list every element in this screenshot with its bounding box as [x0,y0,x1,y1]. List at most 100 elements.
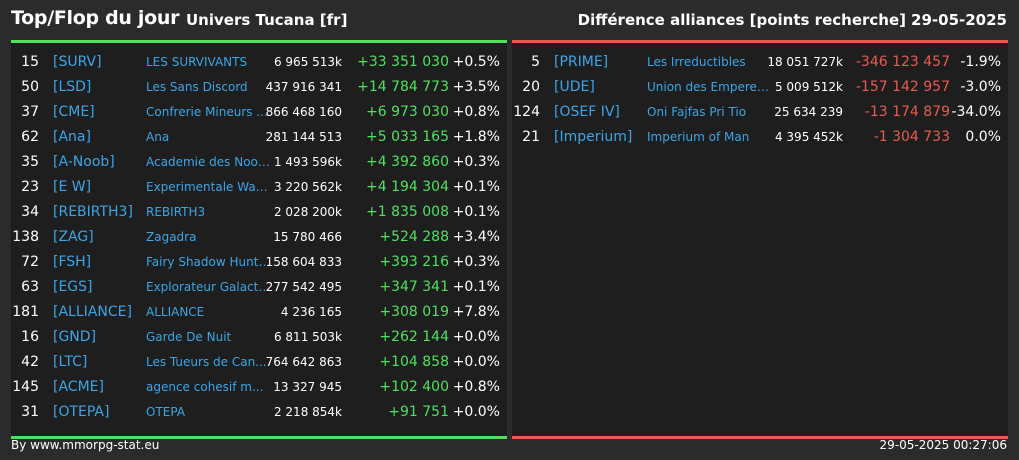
alliance-name-link[interactable]: LES SURVIVANTS [146,55,248,69]
diff-cell: -1 304 733 [873,129,950,145]
alliance-name-link[interactable]: ALLIANCE [146,305,205,319]
percent-cell: +0.0% [452,354,500,370]
alliance-name-link[interactable]: Les Sans Discord [146,80,248,94]
diff-cell: -13 174 879 [864,104,950,120]
universe-label: Univers Tucana [fr] [186,11,348,29]
alliance-tag-link[interactable]: [UDE] [554,79,595,95]
rank-cell: 62 [21,129,39,145]
diff-cell: -346 123 457 [855,54,950,70]
percent-cell: +0.8% [452,379,500,395]
alliance-tag-link[interactable]: [Ana] [53,129,91,145]
alliance-tag-link[interactable]: [Imperium] [554,129,633,145]
diff-cell: -157 142 957 [855,79,950,95]
diff-cell: +102 400 [379,379,449,395]
alliance-tag-link[interactable]: [FSH] [53,254,92,270]
alliance-tag-link[interactable]: [A-Noob] [53,154,115,170]
diff-cell: +262 144 [379,329,449,345]
top-row: 50 [LSD] Les Sans Discord 437 916 341 +14 78… [11,75,507,100]
diff-cell: +308 019 [379,304,449,320]
alliance-tag-link[interactable]: [ZAG] [53,229,94,245]
points-cell: 866 468 160 [265,105,342,119]
diff-cell: +393 216 [379,254,449,270]
diff-cell: +104 858 [379,354,449,370]
alliance-tag-link[interactable]: [OSEF IV] [554,104,620,120]
alliance-name-link[interactable]: Explorateur Galacti... [146,280,272,294]
percent-cell: +1.8% [452,129,500,145]
alliance-name-link[interactable]: Les Tueurs de Can... [146,355,267,369]
alliance-tag-link[interactable]: [SURV] [53,54,102,70]
rank-cell: 21 [522,129,540,145]
rank-cell: 63 [21,279,39,295]
top-row: 138 [ZAG] Zagadra 15 780 466 +524 288 +3.4% [11,225,507,250]
alliance-name-link[interactable]: Oni Fajfas Pri Tio [647,105,747,119]
top-row: 15 [SURV] LES SURVIVANTS 6 965 513k +33 351 … [11,50,507,75]
percent-cell: 0.0% [965,129,1001,145]
alliance-tag-link[interactable]: [CME] [53,104,95,120]
alliance-tag-link[interactable]: [ALLIANCE] [53,304,132,320]
flop-row: 5 [PRIME] Les Irreductibles 18 051 727k -346… [512,50,1008,75]
top-row: 145 [ACME] agence cohesif m... 13 327 945 +1… [11,375,507,400]
diff-cell: +4 392 860 [366,154,449,170]
points-cell: 277 542 495 [265,280,342,294]
top-row: 31 [OTEPA] OTEPA 2 218 854k +91 751 +0.0% [11,400,507,425]
points-cell: 13 327 945 [273,380,342,394]
points-cell: 5 009 512k [774,80,843,94]
rank-cell: 50 [21,79,39,95]
alliance-name-link[interactable]: Union des Empereur... [647,80,773,94]
points-cell: 281 144 513 [265,130,342,144]
rank-cell: 35 [21,154,39,170]
alliance-tag-link[interactable]: [REBIRTH3] [53,204,133,220]
alliance-name-link[interactable]: agence cohesif m... [146,380,264,394]
points-cell: 18 051 727k [767,55,843,69]
alliance-tag-link[interactable]: [EGS] [53,279,93,295]
alliance-name-link[interactable]: REBIRTH3 [146,205,206,219]
category-label: Différence alliances [points recherche] [577,11,906,29]
percent-cell: +0.1% [452,179,500,195]
diff-cell: +4 194 304 [366,179,449,195]
percent-cell: -3.0% [960,79,1001,95]
alliance-tag-link[interactable]: [E W] [53,179,92,195]
points-cell: 4 236 165 [280,305,342,319]
alliance-tag-link[interactable]: [OTEPA] [53,404,110,420]
rank-cell: 138 [12,229,39,245]
percent-cell: -34.0% [951,104,1001,120]
alliance-name-link[interactable]: Garde De Nuit [146,330,232,344]
diff-cell: +347 341 [379,279,449,295]
alliance-name-link[interactable]: Academie des Noob... [146,155,272,169]
top-row: 34 [REBIRTH3] REBIRTH3 2 028 200k +1 835 008… [11,200,507,225]
alliance-tag-link[interactable]: [GND] [53,329,97,345]
alliance-tag-link[interactable]: [LSD] [53,79,92,95]
percent-cell: +3.5% [452,79,500,95]
footer-source[interactable]: By www.mmorpg-stat.eu [11,438,160,452]
diff-cell: +91 751 [388,404,449,420]
diff-cell: +14 784 773 [357,79,449,95]
header: Top/Flop du jour Univers Tucana [fr] Dif… [0,0,1019,40]
alliance-name-link[interactable]: Confrerie Mineurs ... [146,105,268,119]
diff-cell: +524 288 [379,229,449,245]
alliance-name-link[interactable]: Les Irreductibles [647,55,746,69]
rank-cell: 23 [21,179,39,195]
alliance-tag-link[interactable]: [PRIME] [554,54,609,70]
alliance-name-link[interactable]: Ana [146,130,170,144]
alliance-name-link[interactable]: Experimentale Wav... [146,180,272,194]
points-cell: 6 965 513k [273,55,342,69]
top-row: 23 [E W] Experimentale Wav... 3 220 562k +4 … [11,175,507,200]
percent-cell: +0.8% [452,104,500,120]
points-cell: 4 395 452k [774,130,843,144]
alliance-name-link[interactable]: OTEPA [146,405,186,419]
diff-cell: +1 835 008 [366,204,449,220]
flop-panel: 5 [PRIME] Les Irreductibles 18 051 727k -346… [512,40,1008,439]
alliance-name-link[interactable]: Imperium of Man [647,130,750,144]
alliance-tag-link[interactable]: [ACME] [53,379,104,395]
rank-cell: 145 [12,379,39,395]
alliance-name-link[interactable]: Fairy Shadow Hunte... [146,255,272,269]
points-cell: 764 642 863 [265,355,342,369]
points-cell: 15 780 466 [273,230,342,244]
points-cell: 2 218 854k [273,405,342,419]
date-label: 29-05-2025 [911,11,1007,29]
rank-cell: 34 [21,204,39,220]
flop-row: 124 [OSEF IV] Oni Fajfas Pri Tio 25 634 239… [512,100,1008,125]
percent-cell: +0.1% [452,204,500,220]
alliance-tag-link[interactable]: [LTC] [53,354,88,370]
alliance-name-link[interactable]: Zagadra [146,230,197,244]
